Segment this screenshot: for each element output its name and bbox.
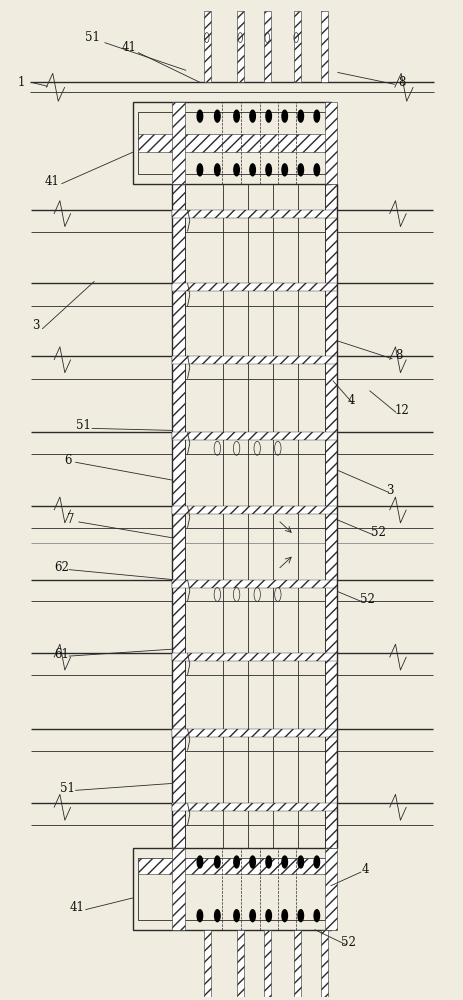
- Circle shape: [282, 164, 287, 176]
- Circle shape: [282, 110, 287, 122]
- Text: 41: 41: [45, 175, 60, 188]
- Text: 8: 8: [395, 349, 402, 362]
- Bar: [172, 210, 337, 218]
- Circle shape: [214, 856, 219, 868]
- Circle shape: [313, 910, 319, 922]
- Bar: [133, 102, 330, 184]
- Bar: [321, 11, 327, 82]
- Circle shape: [265, 910, 271, 922]
- Bar: [324, 848, 337, 930]
- Bar: [172, 729, 337, 737]
- Text: 62: 62: [54, 561, 69, 574]
- Circle shape: [282, 910, 287, 922]
- Bar: [172, 580, 337, 588]
- Text: 41: 41: [69, 901, 84, 914]
- Bar: [138, 858, 325, 920]
- Text: 4: 4: [347, 394, 354, 407]
- Circle shape: [313, 110, 319, 122]
- Circle shape: [297, 856, 303, 868]
- Bar: [263, 11, 270, 82]
- Bar: [172, 506, 337, 514]
- Circle shape: [233, 110, 239, 122]
- Circle shape: [250, 910, 255, 922]
- Bar: [172, 653, 337, 661]
- Circle shape: [297, 110, 303, 122]
- Text: 61: 61: [54, 648, 69, 661]
- Text: 6: 6: [64, 454, 71, 467]
- Circle shape: [214, 164, 219, 176]
- Text: 12: 12: [394, 404, 408, 417]
- Bar: [133, 848, 330, 930]
- Circle shape: [250, 110, 255, 122]
- Circle shape: [197, 164, 202, 176]
- Bar: [263, 930, 270, 997]
- Text: 3: 3: [386, 484, 393, 497]
- Text: 4: 4: [360, 863, 368, 876]
- Circle shape: [197, 910, 202, 922]
- Circle shape: [265, 856, 271, 868]
- Circle shape: [197, 110, 202, 122]
- Bar: [172, 356, 337, 364]
- Circle shape: [297, 164, 303, 176]
- Bar: [321, 930, 327, 997]
- Bar: [236, 930, 244, 997]
- Bar: [293, 11, 300, 82]
- Bar: [172, 803, 337, 811]
- Bar: [172, 102, 185, 184]
- Bar: [172, 432, 337, 440]
- Text: 3: 3: [32, 319, 39, 332]
- Text: 51: 51: [60, 782, 75, 795]
- Bar: [172, 283, 337, 291]
- Circle shape: [214, 910, 219, 922]
- Text: 52: 52: [370, 526, 385, 539]
- Circle shape: [313, 856, 319, 868]
- Text: 52: 52: [359, 593, 374, 606]
- Text: 41: 41: [121, 41, 136, 54]
- Bar: [172, 848, 185, 930]
- Text: 51: 51: [85, 31, 100, 44]
- Circle shape: [233, 910, 239, 922]
- Circle shape: [214, 110, 219, 122]
- Circle shape: [282, 856, 287, 868]
- Text: 51: 51: [75, 419, 90, 432]
- Circle shape: [233, 856, 239, 868]
- Bar: [324, 184, 337, 848]
- Text: 7: 7: [67, 513, 74, 526]
- Bar: [204, 930, 211, 997]
- Bar: [293, 930, 300, 997]
- Circle shape: [265, 164, 271, 176]
- Bar: [138, 858, 325, 874]
- Circle shape: [233, 164, 239, 176]
- Bar: [236, 11, 244, 82]
- Bar: [138, 112, 325, 174]
- Bar: [204, 11, 211, 82]
- Bar: [324, 102, 337, 184]
- Circle shape: [197, 856, 202, 868]
- Circle shape: [250, 164, 255, 176]
- Text: 8: 8: [397, 76, 405, 89]
- Bar: [172, 184, 185, 848]
- Circle shape: [297, 910, 303, 922]
- Bar: [138, 134, 325, 152]
- Circle shape: [313, 164, 319, 176]
- Text: 52: 52: [341, 936, 356, 949]
- Circle shape: [250, 856, 255, 868]
- Circle shape: [265, 110, 271, 122]
- Text: 1: 1: [18, 76, 25, 89]
